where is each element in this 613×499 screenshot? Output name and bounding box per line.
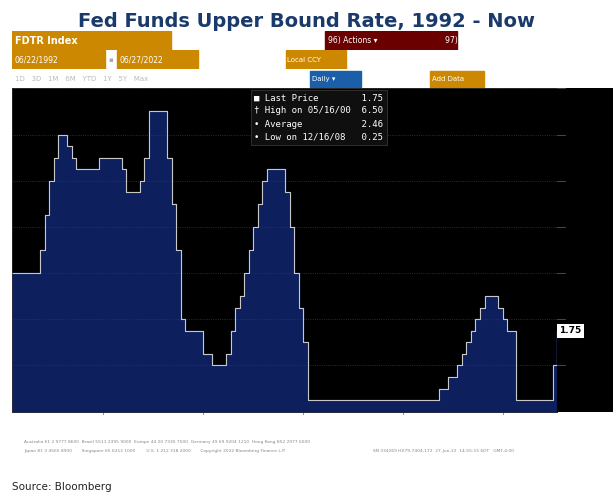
Text: 1.75: 1.75 [560, 326, 582, 335]
Text: «   ✓ Edit Chart   ⚙: « ✓ Edit Chart ⚙ [491, 76, 558, 82]
Bar [12, 31, 172, 50]
Text: 1995-1999: 1995-1999 [69, 424, 137, 434]
Text: 96) Actions ▾: 96) Actions ▾ [328, 36, 377, 45]
Text: Line Chart: Line Chart [538, 36, 582, 45]
Text: 1D   3D   1M   6M   YTD   1Y   5Y   Max: 1D 3D 1M 6M YTD 1Y 5Y Max [15, 76, 148, 82]
Text: 2005-2009: 2005-2009 [270, 424, 337, 434]
Text: 06/22/1992: 06/22/1992 [14, 55, 58, 64]
Text: Local CCY: Local CCY [287, 57, 321, 63]
Text: Fed Funds Upper Bound Rate, 1992 - Now: Fed Funds Upper Bound Rate, 1992 - Now [78, 12, 535, 31]
Text: Source: Bloomberg: Source: Bloomberg [12, 482, 112, 492]
Text: Add Data: Add Data [432, 76, 463, 82]
Bar [286, 50, 346, 69]
Text: Japan 81 3 4565 8900       Singapore 65 6212 1000        U.S. 1 212 318 2000    : Japan 81 3 4565 8900 Singapore 65 6212 1… [25, 449, 286, 453]
Bar [118, 50, 199, 69]
Text: Daily ▾: Daily ▾ [312, 76, 335, 82]
Text: 06/27/2022: 06/27/2022 [119, 55, 163, 64]
Text: ▾: ▾ [349, 57, 352, 63]
Text: 2015-2019: 2015-2019 [470, 424, 536, 434]
Text: ≈   Table: ≈ Table [367, 76, 400, 82]
Text: 2010-2014: 2010-2014 [370, 424, 436, 434]
Bar [310, 71, 360, 87]
Text: ▪  Key Events: ▪ Key Events [469, 57, 516, 63]
Text: FDTR Index: FDTR Index [15, 36, 78, 46]
Text: ▪  Mov Avgs ✎: ▪ Mov Avgs ✎ [370, 57, 420, 63]
Text: ▪: ▪ [109, 57, 113, 63]
Text: 97) Edit ▾: 97) Edit ▾ [445, 36, 481, 45]
Text: ▪  Last Px: ▪ Last Px [205, 57, 238, 63]
Bar [325, 31, 457, 50]
Bar [430, 71, 484, 87]
Text: 2000-2004: 2000-2004 [170, 424, 236, 434]
Bar [12, 50, 105, 69]
Text: SN 334269 HX79-7404-172  27-Jun-22  14:55:15 EDT   GMT-4:00: SN 334269 HX79-7404-172 27-Jun-22 14:55:… [373, 449, 514, 453]
Text: ■ Last Price        1.75
† High on 05/16/00  6.50
• Average           2.46
• Low: ■ Last Price 1.75 † High on 05/16/00 6.5… [254, 93, 384, 142]
Text: Australia 61 2 9777 8600  Brazil 5511 2395 9000  Europe 44 20 7330 7500  Germany: Australia 61 2 9777 8600 Brazil 5511 239… [25, 440, 310, 444]
Text: 94) Suggested Charts: 94) Suggested Charts [178, 36, 261, 45]
